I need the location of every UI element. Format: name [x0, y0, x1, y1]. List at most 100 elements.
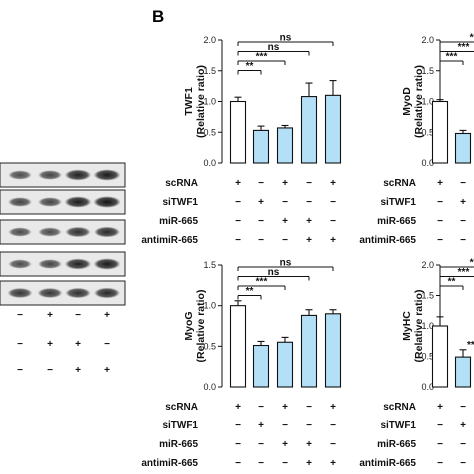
condition-sign: + — [330, 235, 336, 246]
condition-label: siTWF1 — [380, 197, 416, 208]
y-axis-subtitle: (Relative ratio) — [413, 65, 425, 138]
condition-label: antimiR-665 — [141, 458, 198, 469]
condition-label: miR-665 — [377, 439, 416, 450]
condition-sign: + — [437, 402, 443, 413]
chart-myod: 0.00.51.01.52.0(Relative ratio)MyoD*****… — [359, 33, 474, 246]
blot-sign: + — [47, 339, 53, 350]
condition-sign: − — [258, 458, 264, 469]
condition-sign: − — [460, 402, 466, 413]
bar — [229, 305, 247, 388]
condition-sign: + — [306, 439, 312, 450]
significance-label: ** — [246, 286, 254, 297]
significance-label: *** — [458, 42, 470, 53]
blot-band — [94, 226, 120, 238]
condition-sign: − — [258, 235, 264, 246]
blot-band — [8, 259, 32, 269]
blot-band — [94, 287, 120, 299]
y-tick-label: 2.0 — [421, 260, 434, 270]
blot-band — [93, 169, 121, 181]
significance-label: *** — [470, 258, 474, 269]
significance-label: *** — [256, 277, 268, 288]
blot-band — [8, 227, 32, 237]
bar — [324, 94, 342, 164]
blot-band — [38, 170, 62, 180]
blot-band — [93, 196, 121, 208]
y-tick-label: 1.0 — [203, 301, 216, 311]
condition-sign: − — [258, 178, 264, 189]
condition-label: antimiR-665 — [359, 235, 416, 246]
significance-label: *** — [256, 52, 268, 63]
bar — [276, 341, 294, 388]
condition-sign: − — [330, 216, 336, 227]
bar — [300, 314, 318, 388]
condition-sign: + — [282, 216, 288, 227]
condition-label: siTWF1 — [162, 197, 198, 208]
y-tick-label: 1.5 — [421, 66, 434, 76]
condition-label: siTWF1 — [162, 420, 198, 431]
blot-sign: − — [75, 310, 81, 321]
condition-sign: + — [306, 235, 312, 246]
condition-sign: − — [330, 439, 336, 450]
condition-sign: − — [235, 197, 241, 208]
condition-sign: − — [258, 439, 264, 450]
condition-sign: − — [330, 420, 336, 431]
condition-sign: + — [306, 216, 312, 227]
chart-myog: 0.00.51.01.5(Relative ratio)MyoG*****nsn… — [141, 258, 342, 469]
chart-myhc: 0.00.51.01.52.0(Relative ratio)MyHC* ****… — [359, 258, 474, 469]
condition-sign: − — [306, 178, 312, 189]
condition-sign: − — [235, 216, 241, 227]
bar — [324, 313, 342, 388]
condition-label: antimiR-665 — [141, 235, 198, 246]
condition-sign: − — [235, 458, 241, 469]
condition-sign: + — [330, 458, 336, 469]
condition-sign: + — [282, 439, 288, 450]
blot-band — [65, 287, 91, 299]
blot-band — [38, 227, 62, 237]
y-tick-label: 1.0 — [203, 97, 216, 107]
y-tick-label: 1.5 — [203, 66, 216, 76]
bar-significance-label: ** — [467, 340, 474, 351]
y-tick-label: 1.0 — [421, 321, 434, 331]
significance-label: *** — [470, 33, 474, 44]
blot-band — [93, 258, 121, 270]
condition-sign: − — [460, 458, 466, 469]
condition-sign: − — [437, 235, 443, 246]
blot-band — [64, 196, 92, 208]
condition-sign: + — [437, 178, 443, 189]
significance-label: ns — [280, 33, 292, 44]
condition-sign: + — [282, 402, 288, 413]
condition-sign: − — [235, 420, 241, 431]
significance-label: ns — [280, 258, 292, 269]
y-tick-label: 0.0 — [421, 158, 434, 168]
chart-twf1: 0.0 0.5 1.0 1.5 2.0 (Relative ratio)TWF1 *****… — [141, 33, 342, 246]
blot-sign: + — [75, 365, 81, 376]
condition-sign: − — [437, 216, 443, 227]
condition-sign: − — [437, 420, 443, 431]
y-axis-title: MyoG — [183, 311, 195, 340]
blot-sign: + — [104, 365, 110, 376]
y-axis-title: MyHC — [401, 311, 413, 341]
condition-sign: − — [282, 197, 288, 208]
condition-label: scRNA — [165, 178, 198, 189]
blot-band — [8, 170, 32, 180]
blot-band — [7, 287, 33, 299]
bar — [300, 96, 318, 164]
y-tick-label: 0.5 — [421, 127, 434, 137]
condition-sign: − — [306, 420, 312, 431]
condition-label: miR-665 — [377, 216, 416, 227]
bar — [431, 100, 449, 164]
bar — [252, 344, 270, 388]
blot-band — [37, 287, 63, 299]
condition-sign: − — [282, 458, 288, 469]
condition-sign: − — [306, 402, 312, 413]
y-tick-label: 0.5 — [203, 127, 216, 137]
condition-sign: − — [437, 197, 443, 208]
y-tick-label: 1.0 — [421, 97, 434, 107]
condition-label: antimiR-665 — [359, 458, 416, 469]
condition-sign: − — [460, 216, 466, 227]
significance-label: *** — [458, 267, 470, 278]
condition-label: scRNA — [165, 402, 198, 413]
condition-sign: + — [258, 420, 264, 431]
bar — [252, 129, 270, 164]
condition-sign: − — [437, 458, 443, 469]
